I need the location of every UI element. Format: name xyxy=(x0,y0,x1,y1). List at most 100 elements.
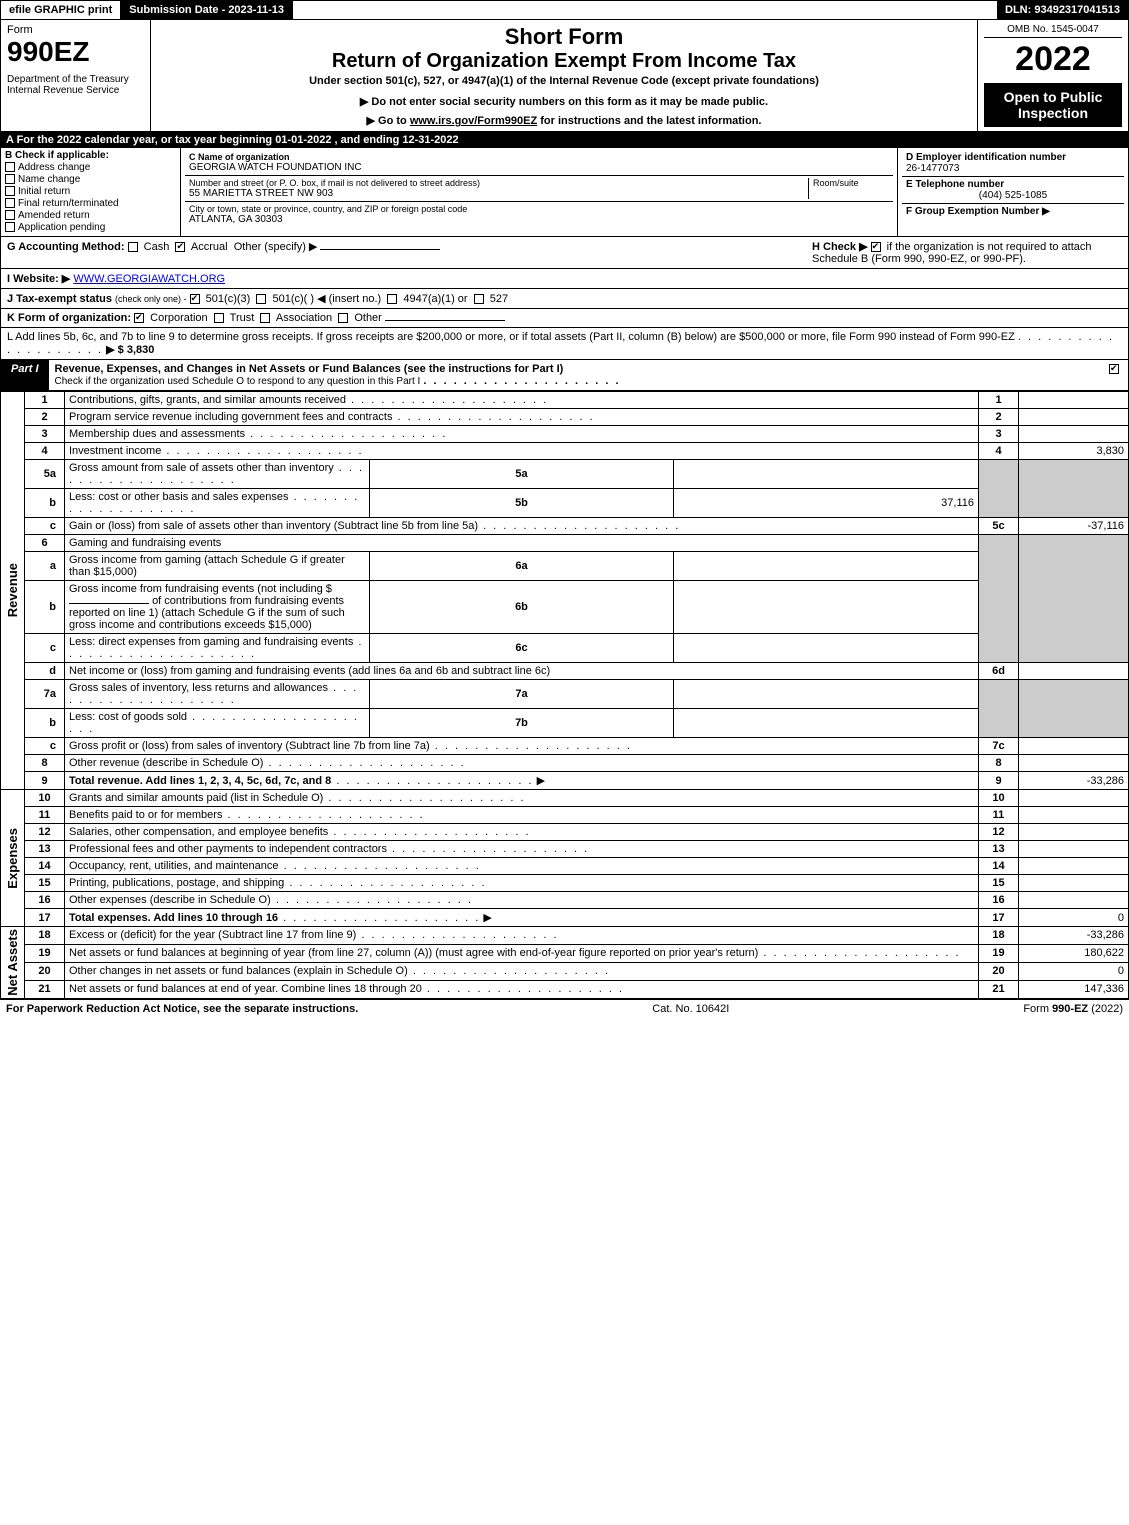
line-4-desc: Investment income xyxy=(69,445,161,457)
chk-501c[interactable] xyxy=(256,294,266,304)
line-4-val: 3,830 xyxy=(1019,443,1129,460)
other-org-line[interactable] xyxy=(385,320,505,321)
part1-checkbox-cell xyxy=(1103,360,1128,390)
line-14-val xyxy=(1019,858,1129,875)
i-label: I Website: ▶ xyxy=(7,273,70,285)
expenses-label: Expenses xyxy=(5,828,20,889)
ein-value: 26-1477073 xyxy=(906,163,1120,174)
line-18-desc: Excess or (deficit) for the year (Subtra… xyxy=(69,929,356,941)
chk-501c3[interactable] xyxy=(190,294,200,304)
chk-schedule-o[interactable] xyxy=(1109,364,1119,374)
line-6c-inner xyxy=(674,634,979,663)
submission-date-label: Submission Date - 2023-11-13 xyxy=(121,1,293,19)
opt-trust: Trust xyxy=(230,312,255,324)
telephone-value: (404) 525-1085 xyxy=(906,190,1120,201)
part1-table: Revenue 1Contributions, gifts, grants, a… xyxy=(0,391,1129,999)
line-19-val: 180,622 xyxy=(1019,944,1129,962)
part1-title: Revenue, Expenses, and Changes in Net As… xyxy=(49,360,1103,390)
opt-501c3: 501(c)(3) xyxy=(206,293,251,305)
line-5c-val: -37,116 xyxy=(1019,518,1129,535)
chk-association[interactable] xyxy=(260,313,270,323)
chk-h[interactable] xyxy=(871,242,881,252)
line-6d-val xyxy=(1019,663,1129,680)
tax-year: 2022 xyxy=(984,40,1122,79)
line-13-desc: Professional fees and other payments to … xyxy=(69,843,387,855)
section-b: B Check if applicable: Address change Na… xyxy=(1,148,181,236)
section-gh: G Accounting Method: Cash Accrual Other … xyxy=(0,237,1129,269)
opt-accrual: Accrual xyxy=(191,241,228,253)
website-link[interactable]: WWW.GEORGIAWATCH.ORG xyxy=(73,273,225,285)
opt-final-return: Final return/terminated xyxy=(18,198,119,209)
h-label: H Check ▶ xyxy=(812,241,868,253)
footer-right: Form 990-EZ (2022) xyxy=(1023,1003,1123,1015)
line-6b-pre: Gross income from fundraising events (no… xyxy=(69,583,332,595)
section-l: L Add lines 5b, 6c, and 7b to line 9 to … xyxy=(0,328,1129,360)
chk-cash[interactable] xyxy=(128,242,138,252)
line-21-desc: Net assets or fund balances at end of ye… xyxy=(69,983,422,995)
line-11-val xyxy=(1019,807,1129,824)
chk-application-pending[interactable]: Application pending xyxy=(5,222,176,233)
header-left: Form 990EZ Department of the Treasury In… xyxy=(1,20,151,131)
opt-501c: 501(c)( ) ◀ (insert no.) xyxy=(272,293,381,305)
page-footer: For Paperwork Reduction Act Notice, see … xyxy=(0,999,1129,1018)
k-label: K Form of organization: xyxy=(7,312,131,324)
line-5b-desc: Less: cost or other basis and sales expe… xyxy=(69,491,289,503)
chk-address-change[interactable]: Address change xyxy=(5,162,176,173)
line-15-val xyxy=(1019,875,1129,892)
line-14-desc: Occupancy, rent, utilities, and maintena… xyxy=(69,860,279,872)
e-label: E Telephone number xyxy=(906,179,1120,190)
header-right: OMB No. 1545-0047 2022 Open to Public In… xyxy=(978,20,1128,131)
line-6b-amount[interactable] xyxy=(69,603,149,604)
line-3-val xyxy=(1019,426,1129,443)
opt-application-pending: Application pending xyxy=(18,222,105,233)
d-label: D Employer identification number xyxy=(906,152,1120,163)
line-6-desc: Gaming and fundraising events xyxy=(69,537,221,549)
b-label: B Check if applicable: xyxy=(5,150,109,161)
line-13-val xyxy=(1019,841,1129,858)
part1-label: Part I xyxy=(1,360,49,390)
line-7a-desc: Gross sales of inventory, less returns a… xyxy=(69,682,328,694)
irs-link[interactable]: www.irs.gov/Form990EZ xyxy=(410,115,537,127)
chk-527[interactable] xyxy=(474,294,484,304)
other-specify-line[interactable] xyxy=(320,249,440,250)
line-8-desc: Other revenue (describe in Schedule O) xyxy=(69,757,263,769)
line-17-val: 0 xyxy=(1019,909,1129,927)
goto-suffix: for instructions and the latest informat… xyxy=(537,115,761,127)
chk-4947[interactable] xyxy=(387,294,397,304)
line-6a-desc: Gross income from gaming (attach Schedul… xyxy=(69,554,345,578)
line-12-val xyxy=(1019,824,1129,841)
omb-number: OMB No. 1545-0047 xyxy=(984,24,1122,38)
form-word: Form xyxy=(7,24,144,36)
efile-print-button[interactable]: efile GRAPHIC print xyxy=(1,1,121,19)
line-19-desc: Net assets or fund balances at beginning… xyxy=(69,947,758,959)
g-label: G Accounting Method: xyxy=(7,241,125,253)
opt-name-change: Name change xyxy=(18,174,80,185)
section-j: J Tax-exempt status (check only one) - 5… xyxy=(0,289,1129,309)
chk-initial-return[interactable]: Initial return xyxy=(5,186,176,197)
netassets-label: Net Assets xyxy=(5,929,20,996)
revenue-label: Revenue xyxy=(5,563,20,617)
chk-amended-return[interactable]: Amended return xyxy=(5,210,176,221)
line-15-desc: Printing, publications, postage, and shi… xyxy=(69,877,284,889)
line-6c-desc: Less: direct expenses from gaming and fu… xyxy=(69,636,353,648)
header-info-block: B Check if applicable: Address change Na… xyxy=(0,148,1129,237)
line-6b-inner xyxy=(674,581,979,634)
opt-527: 527 xyxy=(490,293,508,305)
chk-name-change[interactable]: Name change xyxy=(5,174,176,185)
line-5b-inner: 37,116 xyxy=(674,489,979,518)
row-a-tax-year: A For the 2022 calendar year, or tax yea… xyxy=(0,132,1129,148)
f-label: F Group Exemption Number ▶ xyxy=(906,206,1050,217)
chk-trust[interactable] xyxy=(214,313,224,323)
line-6b-mid: of contributions from fundraising events… xyxy=(69,595,345,631)
opt-address-change: Address change xyxy=(18,162,90,173)
chk-accrual[interactable] xyxy=(175,242,185,252)
line-7c-desc: Gross profit or (loss) from sales of inv… xyxy=(69,740,430,752)
line-6a-inner xyxy=(674,552,979,581)
chk-final-return[interactable]: Final return/terminated xyxy=(5,198,176,209)
chk-corporation[interactable] xyxy=(134,313,144,323)
section-i: I Website: ▶ WWW.GEORGIAWATCH.ORG xyxy=(0,269,1129,289)
chk-other-org[interactable] xyxy=(338,313,348,323)
section-k: K Form of organization: Corporation Trus… xyxy=(0,309,1129,328)
line-1-val xyxy=(1019,392,1129,409)
line-6d-desc: Net income or (loss) from gaming and fun… xyxy=(69,665,550,677)
